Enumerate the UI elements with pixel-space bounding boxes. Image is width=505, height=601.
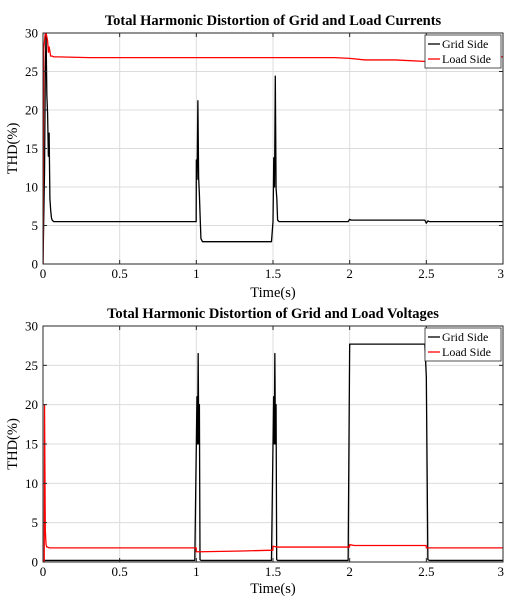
chart2-legend-box (424, 327, 502, 362)
chart2-y-tick-label: 15 (25, 437, 38, 452)
chart1-x-tick-label: 1 (193, 266, 200, 281)
chart1-x-tick-label: 3 (498, 266, 505, 281)
chart1-title: Total Harmonic Distortion of Grid and Lo… (105, 13, 442, 29)
chart1-x-tick-label: 2.5 (418, 266, 434, 281)
chart2-series-load-side-line (43, 404, 503, 562)
chart1-legend-label-load-side: Load Side (442, 52, 491, 66)
chart1-y-tick-label: 15 (25, 141, 38, 156)
chart2-y-tick-label: 30 (25, 319, 38, 334)
chart2-series-grid-side-line (43, 343, 503, 562)
chart2-y-tick-label: 20 (25, 397, 38, 412)
chart2-x-tick-label: 1.5 (265, 564, 281, 579)
chart2-y-tick-label: 5 (32, 515, 39, 530)
chart1-legend-box (424, 34, 502, 69)
chart1-series-load-side-line (43, 33, 503, 264)
chart1-y-tick-label: 30 (25, 26, 38, 41)
chart2-y-tick-label: 0 (32, 555, 39, 570)
chart1-legend-label-grid-side: Grid Side (442, 37, 488, 51)
chart1-y-tick-label: 25 (25, 64, 38, 79)
chart2-x-tick-label: 2.5 (418, 564, 434, 579)
chart2-x-tick-label: 0.5 (112, 564, 128, 579)
chart1-y-tick-label: 20 (25, 103, 38, 118)
chart2-x-axis-label: Time(s) (250, 581, 296, 596)
chart2-y-tick-label: 10 (25, 476, 38, 491)
chart2-title: Total Harmonic Distortion of Grid and Lo… (107, 306, 439, 322)
chart2-x-tick-label: 0 (40, 564, 47, 579)
chart1-x-tick-label: 2 (346, 266, 353, 281)
chart1-x-tick-label: 0 (40, 266, 47, 281)
chart1-x-tick-label: 0.5 (112, 266, 128, 281)
chart2-legend-label-load-side: Load Side (442, 345, 491, 359)
chart2-x-tick-label: 1 (193, 564, 200, 579)
chart2-y-tick-label: 25 (25, 358, 38, 373)
chart1-y-tick-label: 10 (25, 180, 38, 195)
chart1-x-tick-label: 1.5 (265, 266, 281, 281)
chart1-y-tick-label: 0 (32, 257, 39, 272)
chart2-y-axis-label: THD(%) (5, 418, 21, 470)
chart2-x-tick-label: 2 (346, 564, 353, 579)
chart1-series-grid-side-line (43, 33, 503, 264)
chart1-x-axis-label: Time(s) (250, 285, 296, 301)
chart1-y-axis-label: THD(%) (5, 123, 21, 175)
chart2-legend-label-grid-side: Grid Side (442, 330, 488, 344)
chart1-y-tick-label: 5 (32, 218, 39, 233)
chart2-x-tick-label: 3 (498, 564, 505, 579)
